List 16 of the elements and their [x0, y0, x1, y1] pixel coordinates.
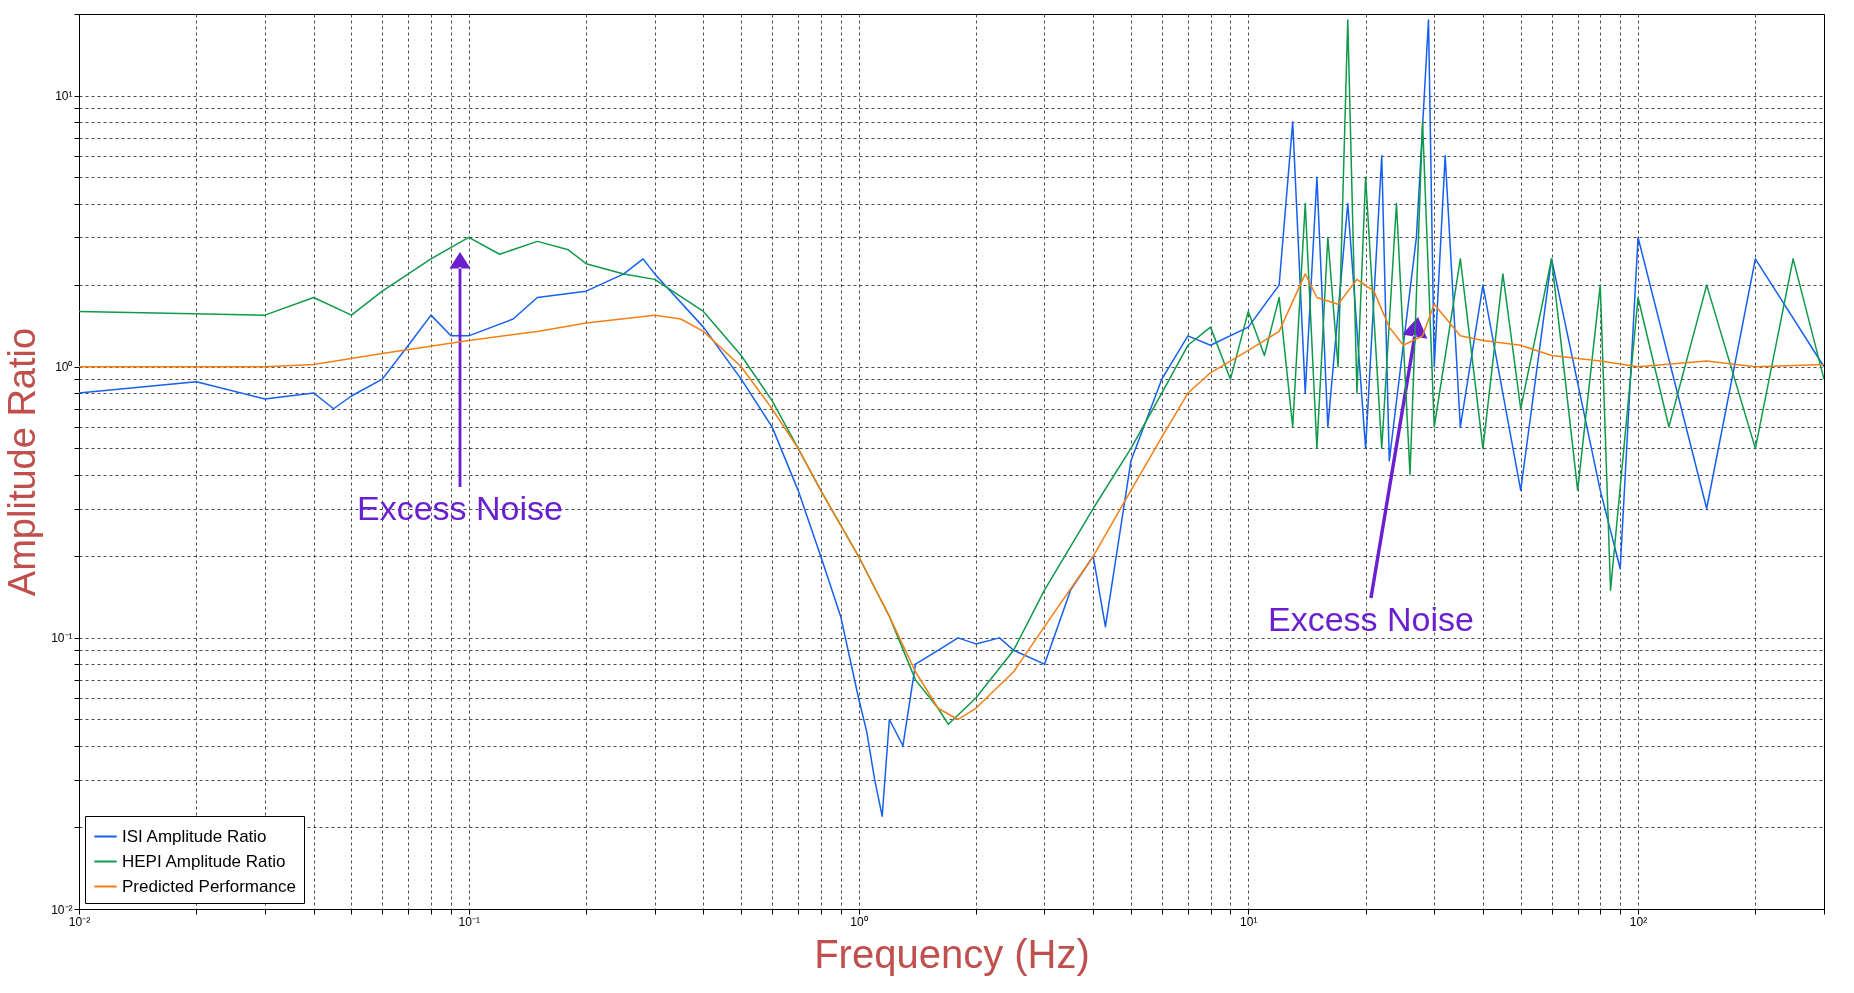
x-tick-label: 10¹ [1240, 914, 1258, 929]
legend-label: HEPI Amplitude Ratio [122, 851, 286, 871]
legend-label: Predicted Performance [122, 876, 296, 896]
x-tick-label: 10⁻² [68, 914, 91, 929]
x-tick-label: 10⁻¹ [458, 914, 480, 929]
y-tick-label: 10¹ [55, 89, 73, 104]
legend-label: ISI Amplitude Ratio [122, 826, 267, 846]
annotation: Excess Noise [1267, 600, 1474, 639]
y-axis-title: Amplitude Ratio [1, 327, 44, 597]
x-tick-label: 10⁰ [850, 914, 868, 929]
y-tick-label: 10⁻² [51, 902, 73, 917]
x-axis-title: Frequency (Hz) [814, 931, 1090, 976]
y-tick-label: 10⁻¹ [51, 631, 73, 646]
annotation: Excess Noise [357, 489, 563, 527]
y-tick-label: 10⁰ [55, 360, 73, 375]
x-tick-label: 10² [1629, 914, 1648, 929]
